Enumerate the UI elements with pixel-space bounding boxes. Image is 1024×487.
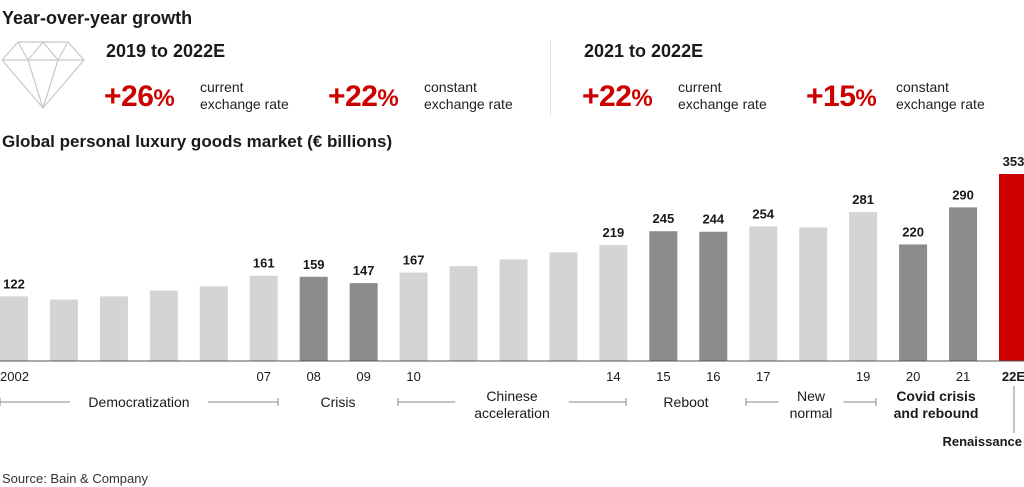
phase-label: and rebound xyxy=(894,405,979,421)
phase-label: acceleration xyxy=(474,405,550,421)
tick-label: 09 xyxy=(356,369,370,384)
bar-04 xyxy=(99,296,128,361)
tick-label: 08 xyxy=(306,369,320,384)
period-label-2021-2022: 2021 to 2022E xyxy=(584,41,704,61)
bar-16 xyxy=(699,231,728,361)
bar-03 xyxy=(49,299,78,361)
tick-label: 17 xyxy=(756,369,770,384)
tick-label: 20 xyxy=(906,369,920,384)
growth-stat: +22% xyxy=(582,80,653,113)
growth-stat-desc: constant exchange rate xyxy=(424,79,513,112)
bar-15 xyxy=(649,231,678,361)
source-note: Source: Bain & Company xyxy=(2,471,148,486)
bar-17 xyxy=(749,226,778,361)
data-label: 159 xyxy=(303,257,325,272)
phase-label: Renaissance xyxy=(943,434,1023,449)
tick-label: 19 xyxy=(856,369,870,384)
growth-stat-desc: constant exchange rate xyxy=(896,79,985,112)
tick-label: 21 xyxy=(956,369,970,384)
phase-label: Democratization xyxy=(88,394,189,410)
period-label-2019-2022: 2019 to 2022E xyxy=(106,41,226,61)
header-title: Year-over-year growth xyxy=(2,8,193,28)
bar-06 xyxy=(199,286,228,361)
data-label: 220 xyxy=(902,224,924,239)
bar-19 xyxy=(849,212,878,361)
bar-12 xyxy=(499,259,528,361)
data-label: 244 xyxy=(702,212,724,227)
growth-stat: +22% xyxy=(328,80,399,113)
chart-title: Global personal luxury goods market (€ b… xyxy=(2,132,393,151)
growth-stat: +26% xyxy=(104,80,175,113)
diamond-icon xyxy=(1,41,85,109)
bar-18 xyxy=(799,227,828,361)
bar-20 xyxy=(899,244,928,361)
bar-10 xyxy=(399,272,428,361)
bar-07 xyxy=(249,275,278,361)
bar-chart: 122 161 159 147 167 219 245 244 254 281 220 290 353 2… xyxy=(0,154,1024,449)
data-label: 290 xyxy=(952,187,974,202)
data-label: 161 xyxy=(253,256,275,271)
data-label: 353 xyxy=(1003,154,1024,169)
phase-label: Reboot xyxy=(663,394,708,410)
phase-label: Covid crisis xyxy=(896,388,976,404)
bar-2002 xyxy=(0,296,28,361)
phase-label: normal xyxy=(790,405,833,421)
data-label: 122 xyxy=(3,276,25,291)
data-label: 167 xyxy=(403,253,425,268)
bar-09 xyxy=(349,283,378,361)
phase-label: Crisis xyxy=(321,394,356,410)
tick-label: 15 xyxy=(656,369,670,384)
phase-label: Chinese xyxy=(486,388,538,404)
data-label: 147 xyxy=(353,263,375,278)
bar-14 xyxy=(599,244,628,361)
data-label: 254 xyxy=(752,206,774,221)
tick-label: 16 xyxy=(706,369,720,384)
bar-22E xyxy=(999,174,1024,361)
data-label: 281 xyxy=(852,192,874,207)
data-label: 219 xyxy=(603,225,625,240)
growth-stat: +15% xyxy=(806,80,877,113)
tick-label: 07 xyxy=(257,369,271,384)
tick-label: 10 xyxy=(406,369,420,384)
growth-stat-desc: current exchange rate xyxy=(200,79,289,112)
bar-08 xyxy=(299,276,328,361)
bar-05 xyxy=(149,290,178,361)
growth-stat-desc: current exchange rate xyxy=(678,79,767,112)
bar-13 xyxy=(549,252,578,361)
phase-label: New xyxy=(797,388,826,404)
tick-label: 14 xyxy=(606,369,620,384)
tick-label: 2002 xyxy=(0,369,29,384)
bar-11 xyxy=(449,266,478,361)
tick-label: 22E xyxy=(1002,369,1024,384)
bar-21 xyxy=(949,207,978,361)
header-divider xyxy=(550,40,551,116)
data-label: 245 xyxy=(652,211,674,226)
